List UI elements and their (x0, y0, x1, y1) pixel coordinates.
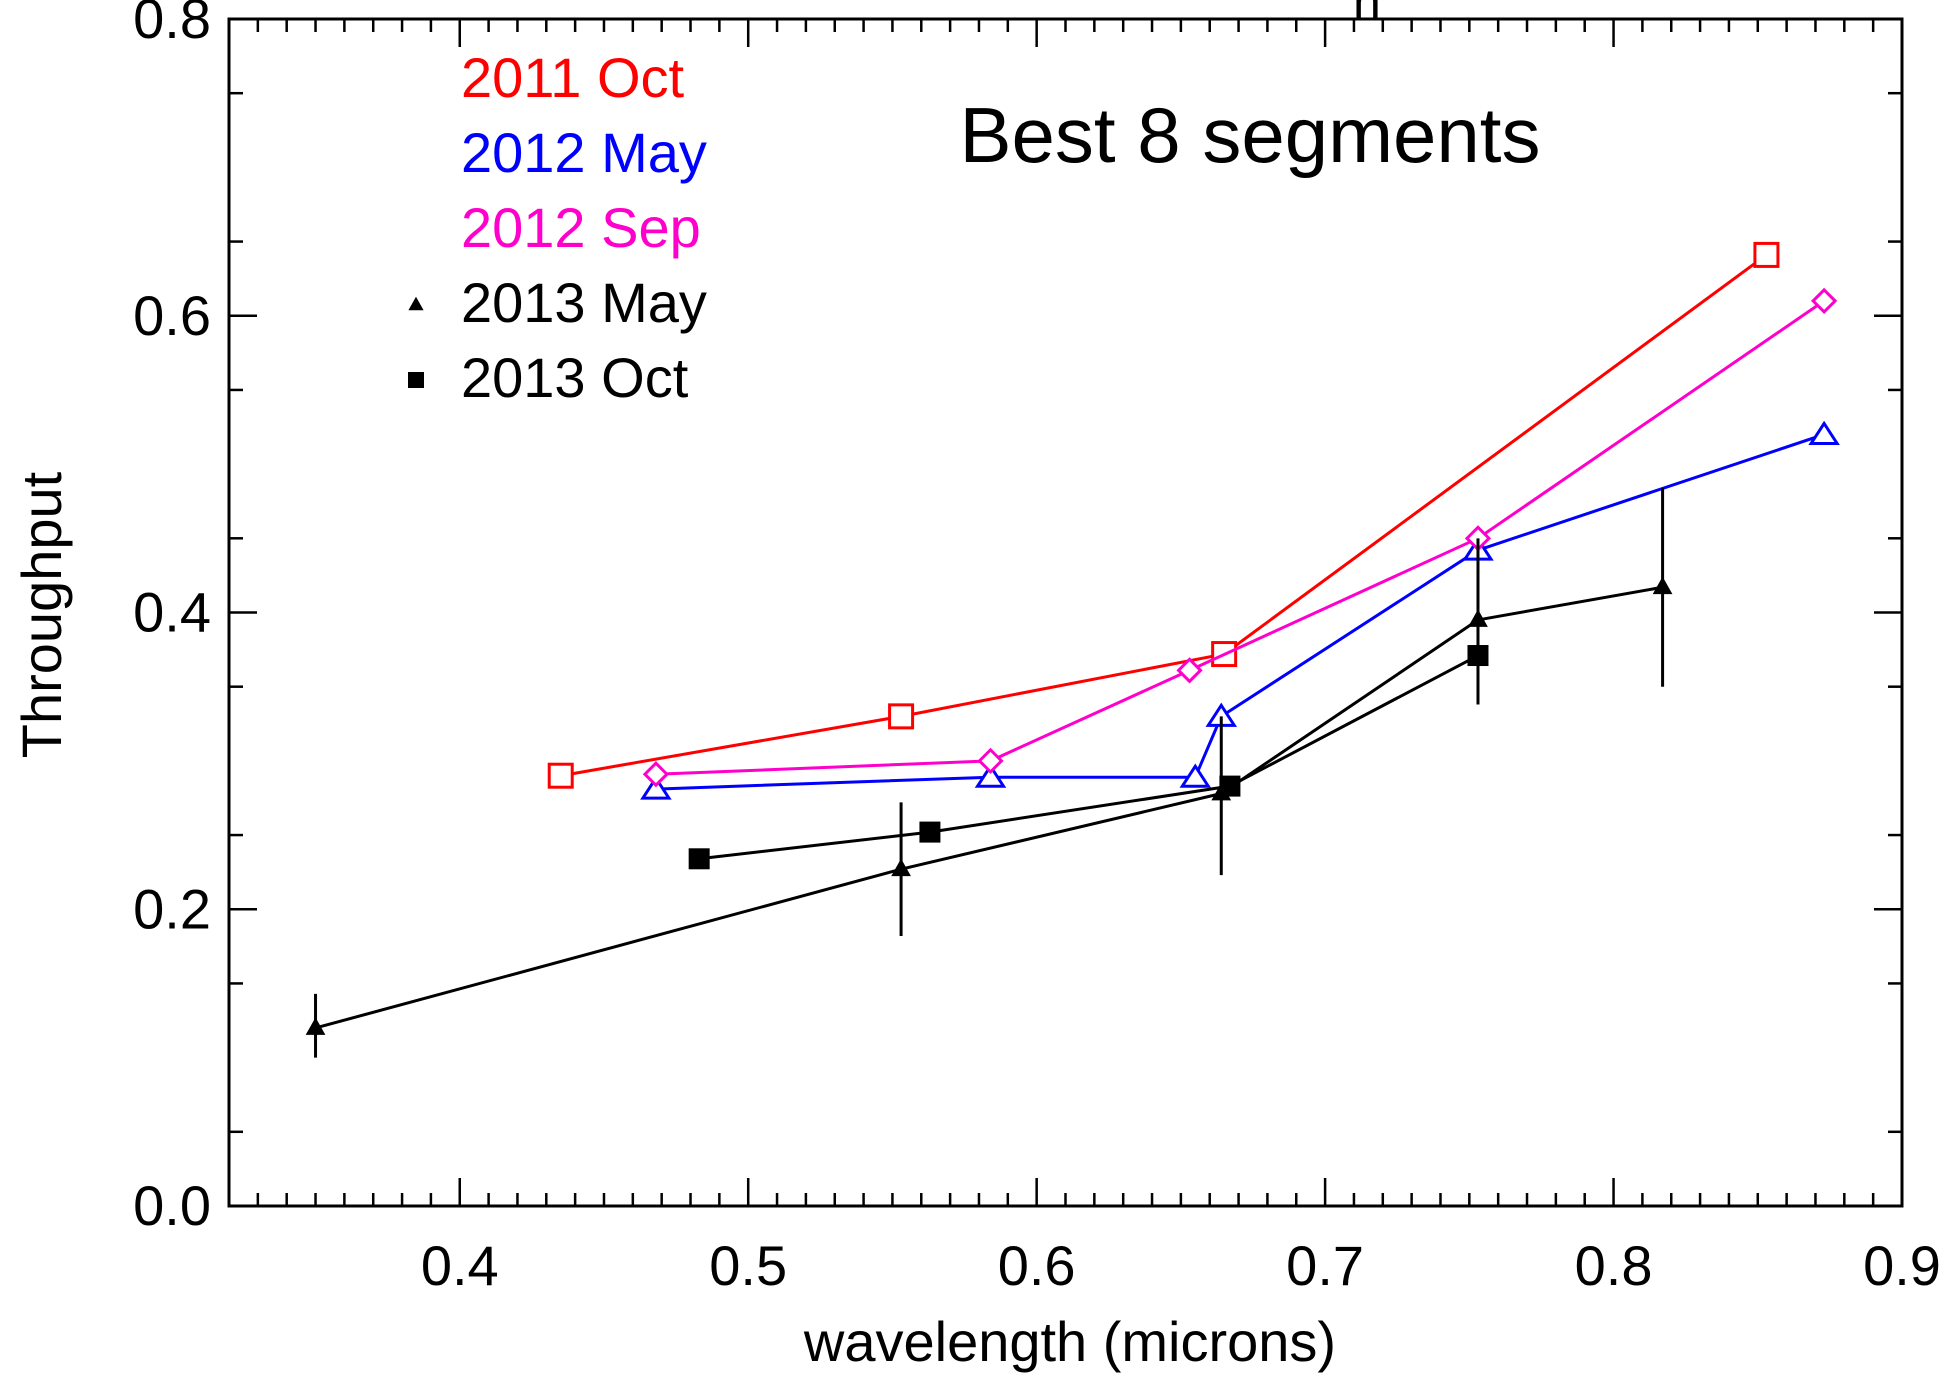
legend-entry-label: 2012 May (461, 121, 707, 184)
marker-open-square (888, 703, 915, 730)
legend: 2011 Oct 2012 May 2012 Sep 2013 May 2013 Oct (408, 46, 707, 409)
y-tick-label: 0.4 (133, 581, 211, 644)
series-2013-oct (688, 645, 1489, 870)
marker-open-triangle (1179, 763, 1212, 788)
marker-filled-square (688, 848, 710, 870)
x-tick-label: 0.8 (1575, 1234, 1653, 1297)
marker-filled-square (408, 372, 424, 388)
marker-filled-square (919, 821, 941, 843)
marker-filled-triangle (891, 858, 911, 877)
marker-filled-triangle (408, 296, 424, 311)
y-axis-label: Throughput (10, 471, 73, 758)
series-layer (305, 241, 1840, 1058)
marker-open-triangle (1808, 420, 1840, 445)
marker-open-diamond (1176, 657, 1203, 684)
legend-entry-label: 2011 Oct (461, 46, 685, 109)
x-tick-label: 0.9 (1863, 1234, 1941, 1297)
legend-entry-label: 2013 Oct (461, 346, 689, 409)
x-tick-label: 0.7 (1286, 1234, 1364, 1297)
y-tick-label: 0.0 (133, 1174, 211, 1237)
marker-open-triangle (974, 763, 1007, 788)
y-tick-label: 0.6 (133, 284, 211, 347)
legend-entry-label: 2013 May (461, 271, 707, 334)
chart-title: Best 8 segments (960, 91, 1541, 179)
x-tick-label: 0.4 (421, 1234, 499, 1297)
x-tick-label: 0.6 (998, 1234, 1076, 1297)
marker-open-diamond (977, 747, 1004, 774)
series-line (560, 253, 1768, 778)
x-tick-label: 0.5 (709, 1234, 787, 1297)
marker-filled-triangle (1468, 609, 1488, 627)
series-2012-sep (642, 287, 1838, 788)
plot-frame (227, 17, 1904, 1208)
series-line (698, 654, 1479, 861)
marker-filled-square (1219, 775, 1241, 797)
y-tick-label: 0.8 (133, 0, 211, 50)
legend-entry-label: 2012 Sep (461, 196, 701, 259)
marker-open-triangle (640, 775, 672, 800)
marker-open-square (547, 762, 574, 789)
series-2012-may (640, 420, 1840, 800)
marker-filled-triangle (1652, 576, 1673, 595)
series-line (655, 433, 1825, 791)
clipped-top-title-fragment: h (1353, 0, 1381, 30)
axis-tick-labels: 0.4 0.5 0.6 0.7 0.8 0.9 0.0 0.2 0.4 0.6 0.8 (133, 0, 1941, 1297)
marker-filled-triangle (305, 1017, 326, 1035)
marker-open-diamond (1810, 287, 1838, 315)
marker-filled-square (1467, 645, 1489, 667)
marker-open-diamond (642, 761, 670, 788)
y-tick-label: 0.2 (133, 877, 211, 940)
marker-open-square (1753, 241, 1780, 268)
clipped-top-title-group: h (1353, 0, 1381, 30)
x-axis-label: wavelength (microns) (803, 1310, 1336, 1373)
